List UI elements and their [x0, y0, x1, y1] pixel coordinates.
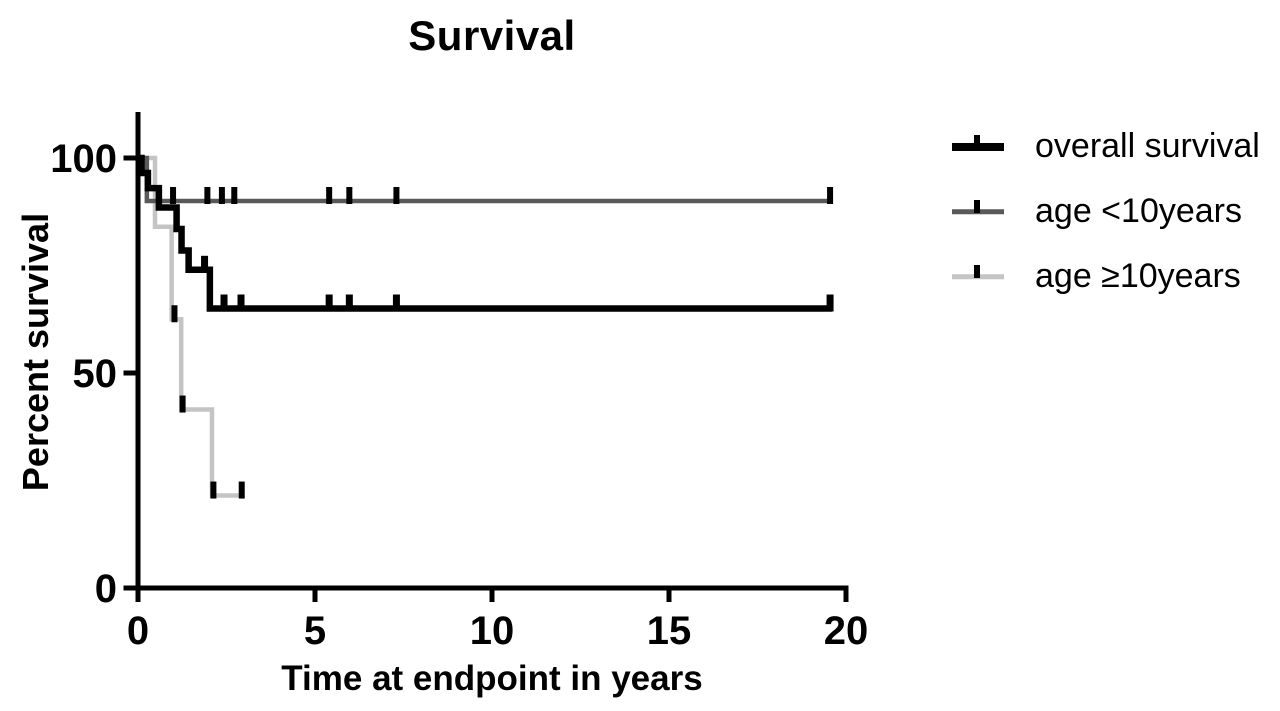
legend-label-overall-survival: overall survival	[1035, 127, 1260, 165]
censor-tick-series-0	[826, 294, 834, 312]
x-tick-label: 15	[647, 609, 692, 653]
legend-item-age-under-10: age <10years	[952, 179, 1260, 244]
x-tick-label: 5	[304, 609, 326, 653]
legend-symbol-age-under-10	[952, 199, 1004, 225]
survival-curve-series-2	[138, 155, 245, 498]
legend-symbol-overall-survival	[952, 134, 1004, 160]
censor-tick-series-2	[171, 305, 178, 323]
censor-tick-series-0	[220, 294, 228, 312]
censor-tick-series-2	[179, 395, 186, 413]
y-tick-label: 100	[50, 137, 117, 181]
censor-tick-series-0	[345, 294, 353, 312]
censor-tick-series-1	[346, 187, 353, 204]
x-tick-label: 20	[824, 609, 869, 653]
x-tick-label: 0	[127, 609, 149, 653]
y-tick-label: 50	[73, 352, 118, 396]
legend-label-age-under-10: age <10years	[1035, 192, 1242, 230]
legend: overall survival age <10years age ≥10yea…	[952, 114, 1260, 309]
chart-title: Survival	[408, 12, 576, 59]
censor-tick-series-1	[827, 187, 834, 204]
legend-item-age-10-and-over: age ≥10years	[952, 244, 1260, 309]
censor-tick-series-0	[392, 294, 400, 312]
censor-tick-series-2	[210, 481, 217, 499]
survival-curve-series-1	[138, 155, 832, 204]
censor-tick-series-0	[237, 294, 245, 312]
legend-item-overall-survival: overall survival	[952, 114, 1260, 179]
censor-tick-series-2	[238, 481, 245, 499]
censor-tick-icon	[974, 134, 980, 148]
censor-tick-series-1	[218, 187, 225, 204]
legend-symbol-age-10-and-over	[952, 264, 1004, 290]
censor-tick-series-1	[204, 187, 211, 204]
x-axis-title: Time at endpoint in years	[281, 659, 703, 698]
censor-tick-series-1	[231, 187, 238, 204]
censor-tick-series-1	[326, 187, 333, 204]
survival-curve-series-0	[138, 154, 832, 312]
censor-tick-series-1	[170, 187, 177, 204]
censor-tick-icon	[974, 264, 980, 278]
censor-tick-series-1	[393, 187, 400, 204]
censor-tick-series-0	[201, 255, 209, 273]
censor-tick-icon	[974, 199, 980, 213]
y-tick-label: 0	[95, 567, 117, 611]
legend-label-age-10-and-over: age ≥10years	[1035, 257, 1241, 295]
censor-tick-series-0	[325, 294, 333, 312]
x-tick-label: 10	[470, 609, 515, 653]
